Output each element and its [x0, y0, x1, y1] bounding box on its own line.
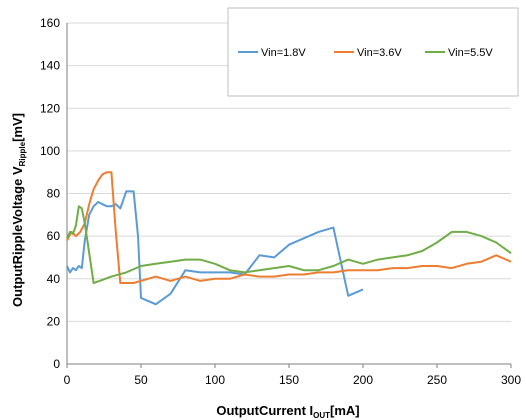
- x-tick-label: 50: [134, 373, 148, 387]
- y-tick-label: 120: [40, 101, 60, 115]
- x-tick-label: 300: [501, 373, 521, 387]
- y-axis-title: OutputRippleVoltage VRipple[mV]: [10, 113, 27, 307]
- axes: [66, 23, 512, 368]
- series-line-2: [66, 171, 512, 284]
- y-tick-label: 100: [40, 144, 60, 158]
- y-tick-label: 0: [53, 357, 60, 371]
- series-line-3: [66, 205, 512, 284]
- legend-label-3: Vin=5.5V: [448, 47, 493, 59]
- x-tick-label: 200: [353, 373, 373, 387]
- series-line-1: [66, 190, 364, 306]
- y-tick-label: 140: [40, 59, 60, 73]
- series-lines: [66, 171, 512, 306]
- tick-labels: 0 20 40 60 80 100 120 140 160 0 50 100 150 200 250 300: [40, 16, 521, 387]
- y-tick-label: 60: [47, 229, 61, 243]
- x-tick-label: 150: [279, 373, 299, 387]
- legend-label-1: Vin=1.8V: [261, 47, 306, 59]
- x-tick-label: 100: [205, 373, 225, 387]
- y-tick-label: 20: [47, 314, 61, 328]
- x-tick-label: 0: [64, 373, 71, 387]
- legend-label-2: Vin=3.6V: [357, 47, 402, 59]
- y-tick-label: 80: [47, 187, 61, 201]
- legend: Vin=1.8V Vin=3.6V Vin=5.5V: [227, 7, 519, 97]
- x-axis-title: OutputCurrent IOUT[mA]: [216, 403, 359, 420]
- y-tick-label: 160: [40, 16, 60, 30]
- y-tick-label: 40: [47, 272, 61, 286]
- x-tick-label: 250: [427, 373, 447, 387]
- legend-box: [227, 7, 519, 97]
